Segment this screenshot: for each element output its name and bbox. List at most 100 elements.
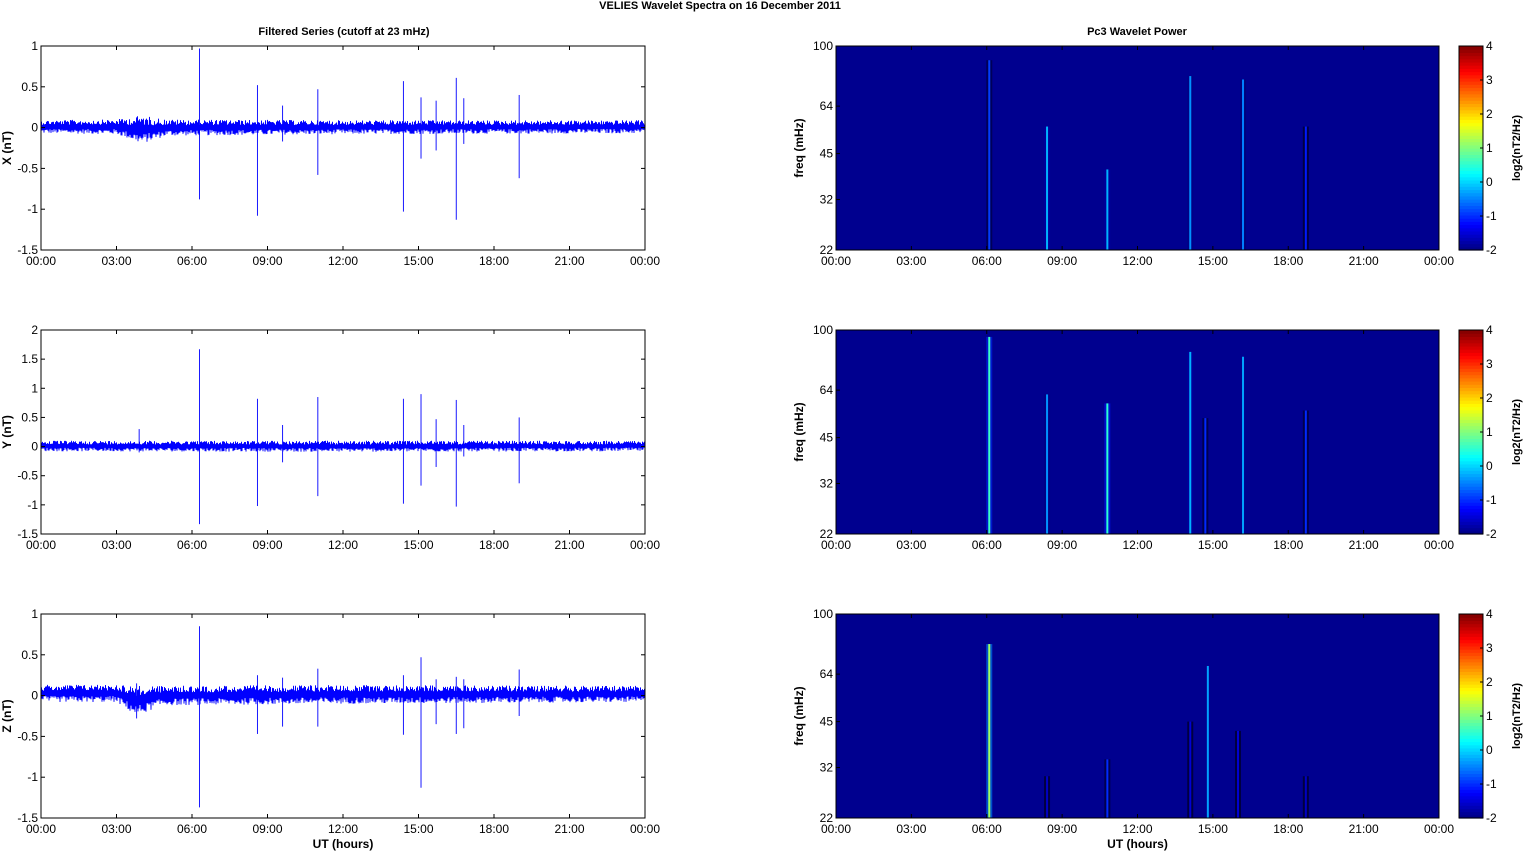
power-x-y-tick-label: 22 [820,243,834,257]
power-y-colorbar-cell [1459,444,1483,449]
series-x-y-tick-label: 0 [31,121,38,135]
series-y-x-tick-label: 21:00 [554,538,584,552]
power-z-colorbar-cell [1459,802,1483,806]
power-y-colorbar-cell [1459,368,1483,373]
power-z-x-tick-label: 00:00 [821,822,851,836]
power-x-colorbar-cell [1459,112,1483,117]
power-y-colorbar-cell [1459,403,1483,408]
series-x-y-tick-label: 0.5 [21,80,38,94]
power-z-colorbar-cell [1459,767,1483,771]
power-y-y-tick-label: 45 [820,431,834,445]
power-y-colorbar-cell [1459,505,1483,510]
power-y-colorbar-cell [1459,381,1483,385]
series-y-y-tick-label: 2 [31,323,38,337]
power-z-colorbar-cell [1459,687,1483,692]
power-x-colorbar-tick-label: 1 [1486,141,1493,155]
series-z-x-tick-label: 00:00 [630,822,660,836]
power-z-colorbar-tick-label: -1 [1486,777,1497,791]
series-z-y-tick-label: -1 [27,770,38,784]
power-z-colorbar-cell [1459,661,1483,666]
power-z-burst [1106,759,1109,818]
power-x-colorbar-cell [1459,195,1483,200]
power-x-colorbar-tick-label: 3 [1486,73,1493,87]
series-x-y-axis-label: X (nT) [0,131,14,165]
power-z-colorbar-cell [1459,773,1483,778]
power-y-colorbar-cell [1459,361,1483,366]
power-z-colorbar-cell [1459,645,1483,650]
power-y-colorbar-cell [1459,476,1483,481]
power-x-colorbar-cell [1459,173,1483,178]
series-x-x-tick-label: 03:00 [101,254,131,268]
series-x-x-tick-label: 00:00 [26,254,56,268]
power-x-colorbar-cell [1459,55,1483,60]
power-x-colorbar-cell [1459,214,1483,219]
power-y-colorbar-cell [1459,441,1483,446]
power-y-colorbar-cell [1459,345,1483,350]
series-y-y-tick-label: -0.5 [17,469,38,483]
series-z-y-tick-label: 0 [31,689,38,703]
series-y-y-tick-label: -1 [27,498,38,512]
power-y-burst [1242,356,1245,534]
power-x-colorbar-cell [1459,179,1483,184]
series-x-x-tick-label: 00:00 [630,254,660,268]
power-x-colorbar-tick-label: 2 [1486,107,1493,121]
power-z-colorbar-cell [1459,626,1483,631]
power-z-colorbar-cell [1459,629,1483,634]
series-z-x-tick-label: 18:00 [479,822,509,836]
power-y-colorbar-cell [1459,479,1483,484]
power-z-colorbar-cell [1459,728,1483,733]
power-x-colorbar-tick-label: 4 [1486,39,1493,53]
power-x-y-tick-label: 100 [813,39,833,53]
series-x-plot-area [41,46,645,250]
power-x-colorbar-cell [1459,167,1483,171]
power-z-colorbar-cell [1459,744,1483,749]
power-z-colorbar-cell [1459,614,1483,618]
series-y-trace [40,440,646,452]
series-y-x-tick-label: 18:00 [479,538,509,552]
power-z-colorbar-cell [1459,703,1483,708]
power-z-colorbar-cell [1459,617,1483,621]
power-z-colorbar-cell [1459,786,1483,790]
power-x-colorbar-cell [1459,221,1483,226]
power-x-colorbar-cell [1459,186,1483,191]
power-y-colorbar-cell [1459,498,1483,503]
power-y-colorbar-cell [1459,495,1483,500]
power-y-colorbar-cell [1459,514,1483,519]
power-x-colorbar-cell [1459,90,1483,95]
power-z-x-tick-label: 18:00 [1273,822,1303,836]
figure-title: VELIES Wavelet Spectra on 16 December 20… [599,0,841,12]
power-z-colorbar-cell [1459,760,1483,765]
power-y-burst [988,336,991,534]
power-z-colorbar-tick-label: 1 [1486,709,1493,723]
power-z-burst [1189,721,1192,818]
series-z-x-tick-label: 06:00 [177,822,207,836]
power-x-x-tick-label: 06:00 [972,254,1002,268]
power-y-colorbar-cell [1459,374,1483,379]
power-z-y-tick-label: 32 [820,761,834,775]
series-z-plot-area [41,614,645,818]
series-y-x-tick-label: 00:00 [26,538,56,552]
power-x-colorbar-cell [1459,141,1483,146]
series-y-x-tick-label: 00:00 [630,538,660,552]
power-z-colorbar-cell [1459,690,1483,695]
power-y-colorbar-cell [1459,422,1483,427]
series-z-y-tick-label: 0.5 [21,648,38,662]
power-x-colorbar-cell [1459,192,1483,197]
power-x-x-tick-label: 00:00 [821,254,851,268]
power-z-burst [1304,776,1307,818]
power-x-x-tick-label: 12:00 [1122,254,1152,268]
power-z-colorbar-cell [1459,693,1483,698]
power-z-background [836,614,1439,818]
series-x-x-tick-label: 12:00 [328,254,358,268]
power-y-colorbar-cell [1459,508,1483,513]
power-y-colorbar-cell [1459,406,1483,411]
power-z-colorbar-cell [1459,655,1483,660]
series-y-x-tick-label: 15:00 [403,538,433,552]
power-z-colorbar-cell [1459,716,1483,720]
power-x-colorbar-cell [1459,151,1483,155]
power-z-colorbar-cell [1459,684,1483,688]
power-y-x-tick-label: 09:00 [1047,538,1077,552]
power-x-x-tick-label: 09:00 [1047,254,1077,268]
power-x-colorbar-cell [1459,154,1483,159]
